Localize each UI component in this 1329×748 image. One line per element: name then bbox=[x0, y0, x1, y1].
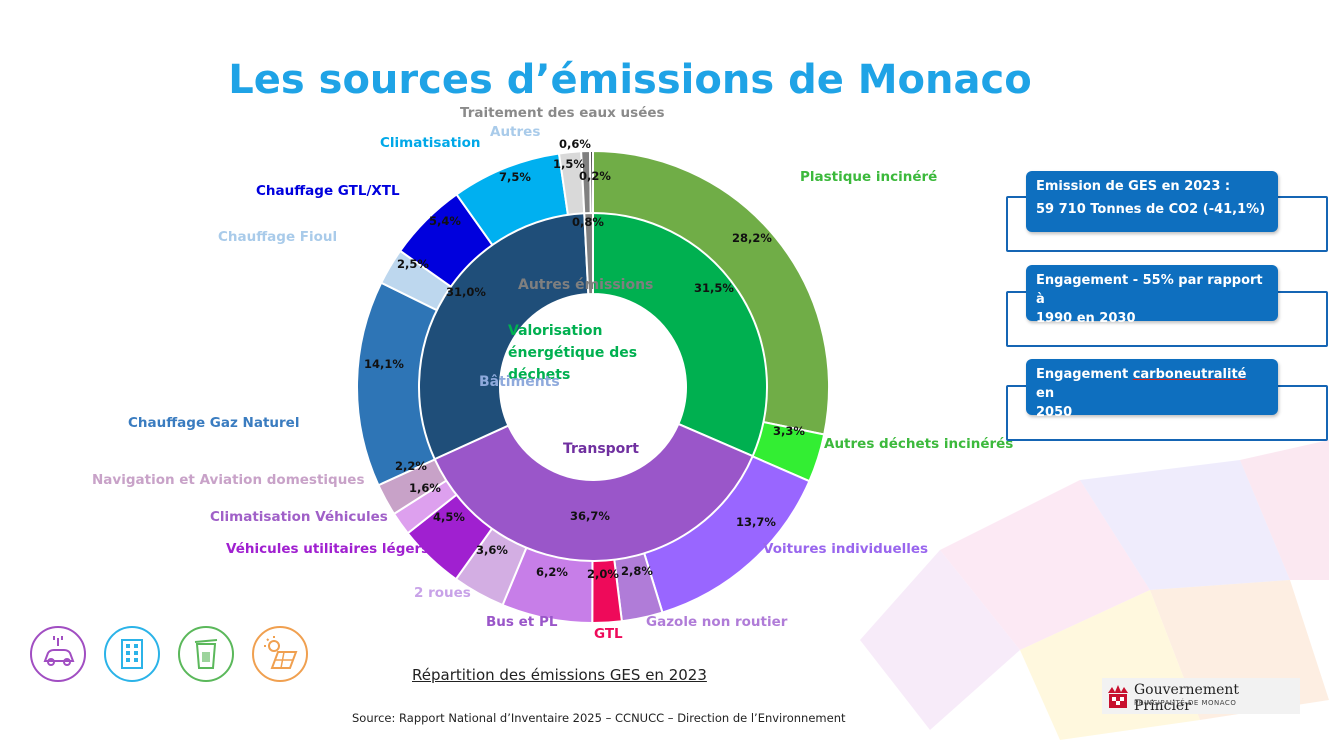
inner-value-label-valorisation-energetique-des-dechets: 31,5% bbox=[694, 281, 734, 295]
label-autres-dechets: Autres déchets incinérés bbox=[824, 436, 1014, 452]
label-climatisation: Climatisation bbox=[380, 135, 481, 151]
label-batiments: Bâtiments bbox=[479, 374, 560, 390]
engagement-2030-line-1: Engagement - 55% par rapport à bbox=[1036, 273, 1263, 307]
emission-line-1: Emission de GES en 2023 : bbox=[1036, 179, 1231, 194]
solar-panel-icon bbox=[252, 626, 308, 682]
electric-car-icon bbox=[30, 626, 86, 682]
outer-value-label-plastique-incinere: 28,2% bbox=[732, 231, 772, 245]
label-traitement-eaux: Traitement des eaux usées bbox=[460, 105, 665, 121]
inner-value-label-transport: 36,7% bbox=[570, 509, 610, 523]
engagement-2050-line-1: Engagement carboneutralité en bbox=[1036, 367, 1247, 401]
inner-value-label-batiments: 31,0% bbox=[446, 285, 486, 299]
engagement-2050-box: Engagement carboneutralité en 2050 bbox=[1026, 359, 1278, 420]
chart-caption: Répartition des émissions GES en 2023 bbox=[412, 666, 707, 684]
building-icon bbox=[104, 626, 160, 682]
inner-slice-batiments bbox=[418, 212, 590, 461]
outer-value-label-chauffage-gtl-xtl: 5,4% bbox=[429, 214, 461, 228]
label-voitures: Voitures individuelles bbox=[763, 541, 929, 557]
gov-name: Gouvernement Princier bbox=[1134, 682, 1240, 714]
label-chauffage-fioul: Chauffage Fioul bbox=[218, 229, 338, 245]
outer-value-label-chauffage-gaz-naturel: 14,1% bbox=[364, 357, 404, 371]
label-plastique: Plastique incinéré bbox=[800, 169, 938, 185]
source-note: Source: Rapport National d’Inventaire 20… bbox=[352, 711, 846, 725]
trash-bin-icon bbox=[178, 626, 234, 682]
inner-value-label-autres-emissions: 0,8% bbox=[572, 215, 604, 229]
outer-value-label-vehicules-utilitaires-legers: 4,5% bbox=[433, 510, 465, 524]
outer-value-label-traitement-des-eaux-usees: 0,6% bbox=[559, 137, 591, 151]
label-navigation: Navigation et Aviation domestiques bbox=[92, 472, 365, 488]
outer-value-label-voitures-individuelles: 13,7% bbox=[736, 515, 776, 529]
label-2-roues: 2 roues bbox=[414, 585, 471, 601]
engagement-2030-box: Engagement - 55% par rapport à 1990 en 2… bbox=[1026, 265, 1278, 326]
label-autres-emissions: Autres émissions bbox=[518, 277, 654, 293]
outer-slice-slice-16 bbox=[589, 149, 594, 222]
outer-value-label-slice-16: 0,2% bbox=[579, 169, 611, 183]
label-bus-pl: Bus et PL bbox=[486, 614, 558, 630]
page-title: Les sources d’émissions de Monaco bbox=[228, 56, 1032, 103]
outer-value-label-navigation-et-aviation-domestiques: 2,2% bbox=[395, 459, 427, 473]
outer-value-label-autres: 1,5% bbox=[553, 157, 585, 171]
label-valorisation-line: Valorisation énergétique des déchets bbox=[508, 323, 638, 383]
crown-icon bbox=[1108, 685, 1128, 708]
engagement-2030-line-2: 1990 en 2030 bbox=[1036, 311, 1136, 326]
emission-line-2: 59 710 Tonnes de CO2 (-41,1%) bbox=[1036, 202, 1266, 217]
outer-value-label-chauffage-fioul: 2,5% bbox=[397, 257, 429, 271]
outer-value-label-climatisation: 7,5% bbox=[499, 170, 531, 184]
outer-value-label-climatisation-vehicules: 1,6% bbox=[409, 481, 441, 495]
gouvernement-logo: Gouvernement Princier PRINCIPAUTÉ DE MON… bbox=[1102, 678, 1300, 714]
label-transport: Transport bbox=[563, 441, 639, 457]
label-gazole: Gazole non routier bbox=[646, 614, 788, 630]
outer-value-label-gtl: 2,0% bbox=[587, 567, 619, 581]
label-climatisation-vehicules: Climatisation Véhicules bbox=[210, 509, 388, 525]
label-chauffage-gtl: Chauffage GTL/XTL bbox=[256, 183, 400, 199]
outer-value-label-autres-dechets-incineres: 3,3% bbox=[773, 424, 805, 438]
emission-box: Emission de GES en 2023 : 59 710 Tonnes … bbox=[1026, 171, 1278, 232]
outer-value-label-bus-et-pl: 6,2% bbox=[536, 565, 568, 579]
label-chauffage-gaz: Chauffage Gaz Naturel bbox=[128, 415, 300, 431]
label-vehicules-utilitaires: Véhicules utilitaires légers bbox=[226, 541, 430, 557]
outer-value-label-gazole-non-routier: 2,8% bbox=[621, 564, 653, 578]
label-autres: Autres bbox=[490, 124, 541, 140]
label-gtl: GTL bbox=[594, 626, 623, 642]
engagement-2050-line-2: 2050 bbox=[1036, 405, 1073, 420]
outer-value-label-2-roues: 3,6% bbox=[476, 543, 508, 557]
gov-subtitle: PRINCIPAUTÉ DE MONACO bbox=[1134, 699, 1237, 707]
